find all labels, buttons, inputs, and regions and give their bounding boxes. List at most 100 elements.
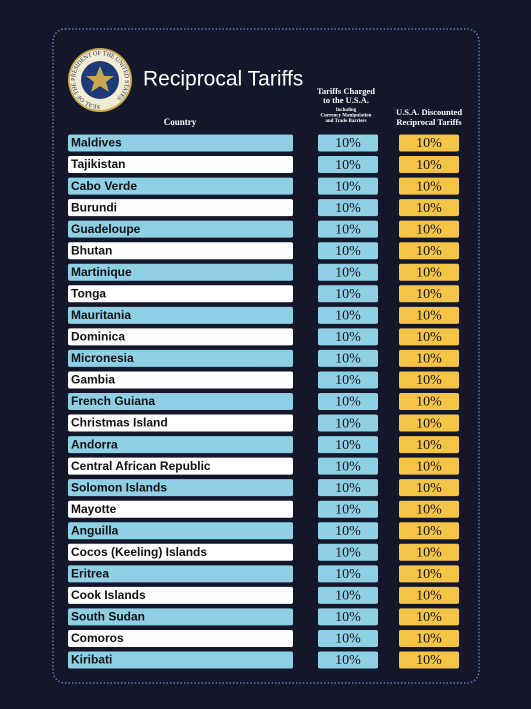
country-cell xyxy=(68,522,293,540)
row: Dominica 10% 10% xyxy=(68,328,459,346)
row: Christmas Island 10% 10% xyxy=(68,414,459,432)
country-cell xyxy=(68,629,293,647)
row: Martinique 10% 10% xyxy=(68,263,459,281)
country-cell xyxy=(68,156,293,174)
country-cell xyxy=(68,414,293,432)
discounted-cell xyxy=(399,479,459,497)
discounted-cell xyxy=(399,586,459,604)
row: Gambia 10% 10% xyxy=(68,371,459,389)
row: Tajikistan 10% 10% xyxy=(68,156,459,174)
country-name: Maldives xyxy=(71,136,122,150)
discounted-cell xyxy=(399,177,459,195)
discounted-cell xyxy=(399,436,459,454)
charged-value: 10% xyxy=(335,352,361,367)
country-cell xyxy=(68,500,293,518)
country-name: Mayotte xyxy=(71,502,117,516)
charged-cell xyxy=(318,242,378,260)
charged-cell xyxy=(318,285,378,303)
country-cell xyxy=(68,586,293,604)
charged-cell xyxy=(318,522,378,540)
country-cell xyxy=(68,565,293,583)
row: Cabo Verde 10% 10% xyxy=(68,177,459,195)
charged-value: 10% xyxy=(335,201,361,216)
discounted-cell xyxy=(399,651,459,669)
country-name: French Guiana xyxy=(71,394,155,408)
charged-cell xyxy=(318,608,378,626)
discounted-value: 10% xyxy=(416,567,442,582)
discounted-value: 10% xyxy=(416,610,442,625)
charged-value: 10% xyxy=(335,395,361,410)
discounted-value: 10% xyxy=(416,330,442,345)
country-name: Burundi xyxy=(71,200,117,214)
country-name: Cocos (Keeling) Islands xyxy=(71,545,207,559)
seal-eagle xyxy=(86,66,114,92)
charged-value: 10% xyxy=(335,481,361,496)
country-name: Cabo Verde xyxy=(71,179,137,193)
charged-header: to the U.S.A. xyxy=(323,95,369,105)
row: Mayotte 10% 10% xyxy=(68,500,459,518)
discounted-value: 10% xyxy=(416,481,442,496)
discounted-cell xyxy=(399,457,459,475)
charged-cell xyxy=(318,349,378,367)
country-header: Country xyxy=(164,117,197,127)
charged-cell xyxy=(318,328,378,346)
charged-value: 10% xyxy=(335,136,361,151)
discounted-cell xyxy=(399,393,459,410)
discounted-cell xyxy=(399,349,459,367)
country-name: Comoros xyxy=(71,631,124,645)
charged-value: 10% xyxy=(335,287,361,302)
discounted-value: 10% xyxy=(416,502,442,517)
country-name: Martinique xyxy=(71,265,132,279)
row: French Guiana 10% 10% xyxy=(68,393,459,410)
country-cell xyxy=(68,543,293,561)
charged-cell xyxy=(318,543,378,561)
charged-value: 10% xyxy=(335,610,361,625)
discounted-value: 10% xyxy=(416,222,442,237)
charged-value: 10% xyxy=(335,524,361,539)
charged-cell xyxy=(318,565,378,583)
discounted-value: 10% xyxy=(416,546,442,561)
row: Comoros 10% 10% xyxy=(68,629,459,647)
charged-cell xyxy=(318,393,378,410)
charged-value: 10% xyxy=(335,222,361,237)
country-name: Anguilla xyxy=(71,523,119,537)
discounted-cell xyxy=(399,500,459,518)
discounted-cell xyxy=(399,285,459,303)
discounted-cell xyxy=(399,565,459,583)
discounted-value: 10% xyxy=(416,352,442,367)
charged-cell xyxy=(318,414,378,432)
charged-cell xyxy=(318,629,378,647)
charged-cell xyxy=(318,457,378,475)
country-cell xyxy=(68,242,293,260)
discounted-cell xyxy=(399,371,459,389)
discounted-cell xyxy=(399,629,459,647)
charged-value: 10% xyxy=(335,438,361,453)
discounted-value: 10% xyxy=(416,632,442,647)
country-cell xyxy=(68,134,293,152)
charged-header: Tariffs Charged xyxy=(317,86,375,96)
country-name: Cook Islands xyxy=(71,588,146,602)
discounted-cell xyxy=(399,608,459,626)
row: Andorra 10% 10% xyxy=(68,436,459,454)
row: Central African Republic 10% 10% xyxy=(68,457,459,475)
charged-note: Including xyxy=(336,108,357,113)
discounted-cell xyxy=(399,306,459,324)
country-cell xyxy=(68,263,293,281)
country-cell xyxy=(68,285,293,303)
charged-value: 10% xyxy=(335,589,361,604)
discounted-cell xyxy=(399,414,459,432)
discounted-cell xyxy=(399,522,459,540)
row: Tonga 10% 10% xyxy=(68,285,459,303)
country-name: Solomon Islands xyxy=(71,480,167,494)
country-cell xyxy=(68,371,293,389)
row: Kiribati 10% 10% xyxy=(68,651,459,669)
country-cell xyxy=(68,651,293,669)
discounted-cell xyxy=(399,220,459,238)
country-name: South Sudan xyxy=(71,610,145,624)
country-name: Tajikistan xyxy=(71,157,125,171)
row: Mauritania 10% 10% xyxy=(68,306,459,324)
discounted-cell xyxy=(399,199,459,217)
discounted-value: 10% xyxy=(416,395,442,410)
rows: Maldives 10% 10% Tajikistan 10% 10% Cabo Verde… xyxy=(68,134,459,669)
